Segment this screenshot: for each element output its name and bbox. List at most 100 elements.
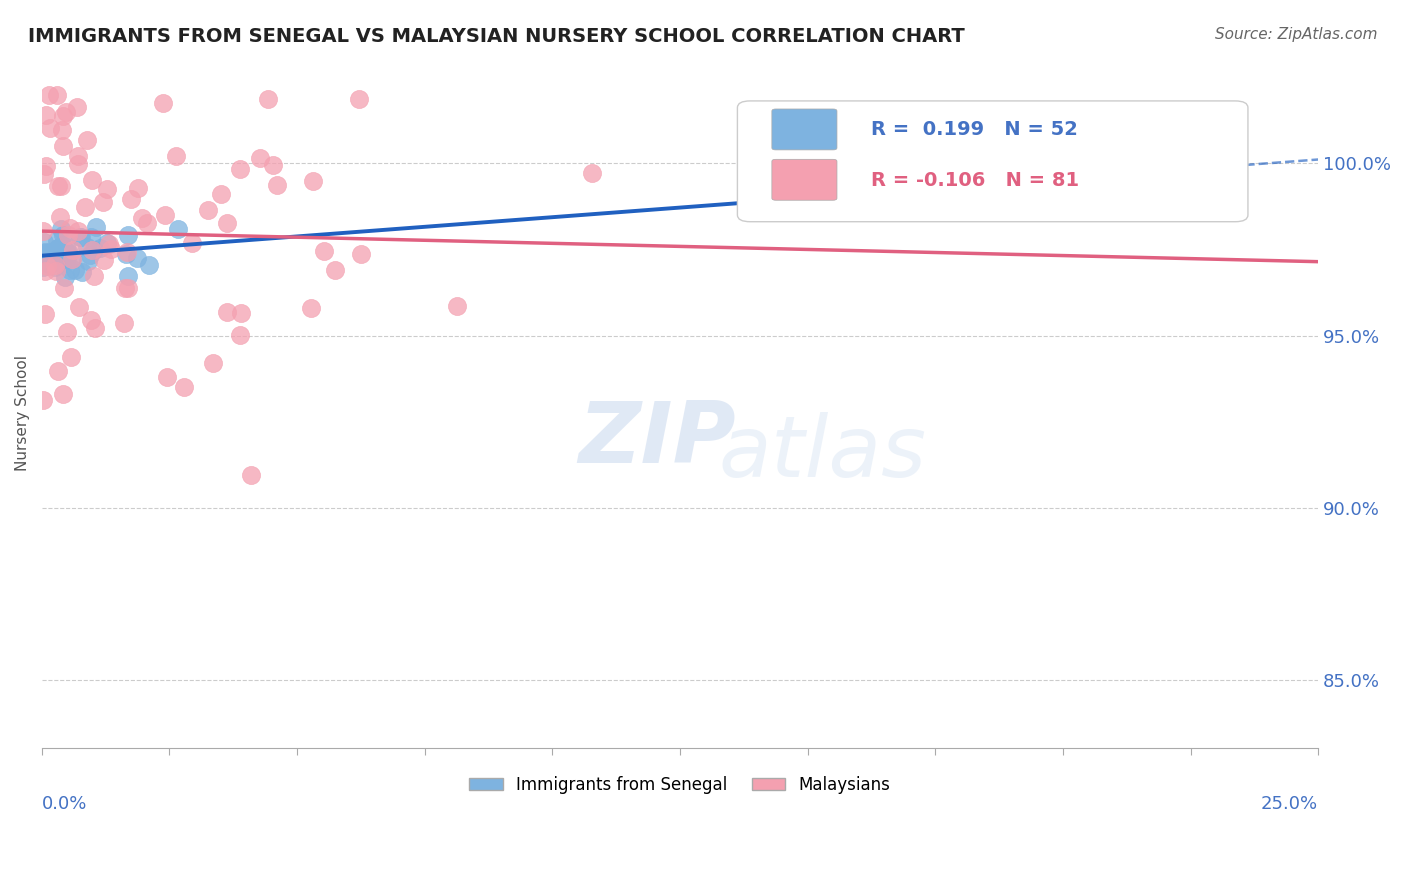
Text: 25.0%: 25.0% xyxy=(1261,796,1319,814)
Point xyxy=(31,260,53,274)
Point xyxy=(59,220,82,235)
Point xyxy=(79,248,101,262)
Point xyxy=(136,216,159,230)
Point xyxy=(76,240,98,254)
Point xyxy=(83,268,105,283)
Point xyxy=(34,307,56,321)
Point xyxy=(31,392,53,407)
Point xyxy=(202,356,225,370)
Point xyxy=(51,387,73,401)
Point xyxy=(51,238,73,252)
Point xyxy=(152,96,174,111)
Point xyxy=(347,92,370,106)
Point xyxy=(70,230,93,244)
Point xyxy=(215,305,238,319)
Point xyxy=(228,328,250,343)
Point xyxy=(58,245,80,260)
Text: 0.0%: 0.0% xyxy=(42,796,87,814)
Point xyxy=(446,299,468,313)
Text: R =  0.199   N = 52: R = 0.199 N = 52 xyxy=(872,120,1078,139)
Point xyxy=(96,236,118,251)
Point xyxy=(39,252,62,267)
Point xyxy=(53,251,76,265)
Point xyxy=(60,251,83,265)
Point xyxy=(91,194,114,209)
Point xyxy=(229,162,252,177)
Legend: Immigrants from Senegal, Malaysians: Immigrants from Senegal, Malaysians xyxy=(463,769,897,800)
Point xyxy=(240,467,263,482)
Point xyxy=(131,211,153,225)
Point xyxy=(56,228,79,243)
Point xyxy=(46,87,69,102)
Point xyxy=(46,241,69,255)
FancyBboxPatch shape xyxy=(772,109,837,150)
Point xyxy=(38,87,60,102)
Point xyxy=(69,229,91,244)
Point xyxy=(60,252,83,267)
Point xyxy=(120,192,142,206)
Point xyxy=(581,166,603,180)
Y-axis label: Nursery School: Nursery School xyxy=(15,355,30,471)
Point xyxy=(35,260,58,274)
Point xyxy=(197,203,219,218)
Point xyxy=(34,244,56,259)
Point xyxy=(39,250,62,264)
Point xyxy=(209,186,232,201)
Text: ZIP: ZIP xyxy=(578,399,735,482)
Point xyxy=(38,257,60,271)
Point xyxy=(153,208,176,222)
FancyBboxPatch shape xyxy=(772,160,837,200)
Point xyxy=(35,252,58,267)
Point xyxy=(49,210,72,224)
Point xyxy=(51,123,73,137)
Point xyxy=(46,179,69,194)
Point xyxy=(83,243,105,257)
Point xyxy=(266,178,288,193)
Point xyxy=(49,249,72,263)
Point xyxy=(34,168,56,182)
Point xyxy=(42,251,65,265)
Point xyxy=(67,156,90,170)
Point xyxy=(67,300,90,314)
Point xyxy=(127,251,149,265)
Point xyxy=(73,200,96,214)
Point xyxy=(115,245,138,260)
Point xyxy=(249,151,271,165)
Point xyxy=(62,244,84,258)
Point xyxy=(55,240,77,254)
Point xyxy=(323,263,346,277)
Point xyxy=(117,228,139,243)
Point xyxy=(53,281,76,295)
Point xyxy=(117,281,139,295)
Point xyxy=(100,242,122,256)
Point xyxy=(350,247,373,261)
Point xyxy=(66,100,89,114)
Point xyxy=(46,364,69,378)
Point xyxy=(44,260,66,274)
Point xyxy=(58,247,80,261)
Point xyxy=(82,173,104,187)
Point xyxy=(114,316,136,330)
Point xyxy=(46,233,69,247)
Point xyxy=(115,247,138,261)
Point xyxy=(72,265,94,279)
Text: Source: ZipAtlas.com: Source: ZipAtlas.com xyxy=(1215,27,1378,42)
Point xyxy=(34,246,56,260)
Point xyxy=(39,121,62,136)
Point xyxy=(302,174,325,188)
Text: atlas: atlas xyxy=(718,412,927,495)
Point xyxy=(217,216,239,230)
Point xyxy=(93,253,115,268)
Point xyxy=(98,236,121,251)
Point xyxy=(48,250,70,264)
Point xyxy=(114,281,136,295)
Point xyxy=(32,224,55,238)
Point xyxy=(84,220,107,235)
Point xyxy=(167,221,190,235)
Point xyxy=(262,158,284,172)
Point xyxy=(51,221,73,235)
Point xyxy=(46,241,69,255)
Point xyxy=(67,149,90,163)
Point xyxy=(53,270,76,285)
Point xyxy=(76,254,98,268)
